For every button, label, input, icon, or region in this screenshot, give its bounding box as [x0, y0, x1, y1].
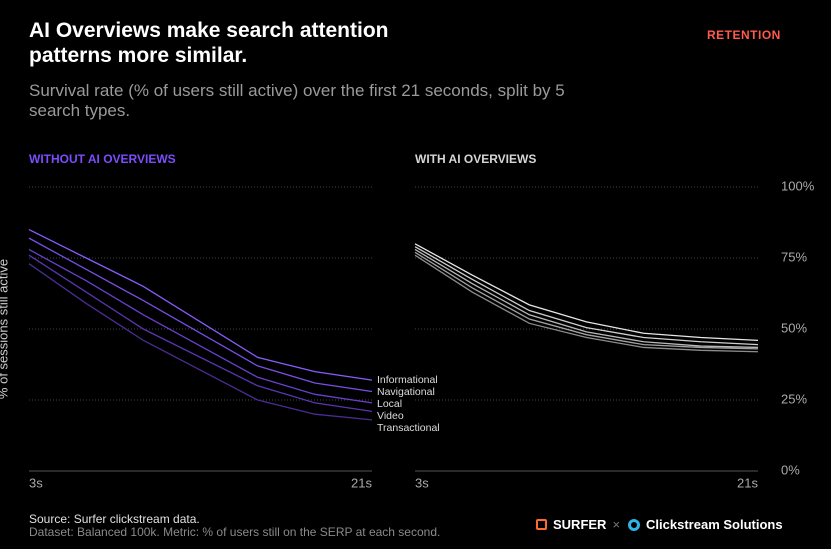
surfer-icon — [536, 519, 547, 530]
series-label: Transactional — [377, 422, 440, 434]
y-tick-label: 0% — [781, 462, 800, 477]
series-label: Local — [377, 398, 402, 410]
x-tick-label: 3s — [415, 475, 429, 490]
brands: SURFER × Clickstream Solutions — [536, 517, 783, 532]
series-line — [28, 237, 373, 393]
series-label: Video — [377, 410, 404, 422]
series-label: Navigational — [377, 386, 435, 398]
brand-surfer: SURFER — [553, 517, 607, 532]
page-title: AI Overviews make search attention patte… — [29, 19, 389, 67]
x-tick-label: 3s — [29, 475, 43, 490]
series-line — [414, 246, 759, 346]
y-axis-label: % of sessions still active — [0, 259, 10, 399]
series-line — [414, 254, 759, 353]
panel-title: WITHOUT AI OVERVIEWS — [29, 152, 176, 166]
brand-clickstream: Clickstream Solutions — [646, 517, 783, 532]
brand-separator: × — [612, 517, 621, 532]
series-line — [414, 251, 759, 350]
series-label: Informational — [377, 374, 438, 386]
page-subtitle: Survival rate (% of users still active) … — [29, 81, 565, 120]
x-tick-label: 21s — [351, 475, 372, 490]
clickstream-icon — [628, 518, 641, 531]
panel-title: WITH AI OVERVIEWS — [415, 152, 536, 166]
dataset-note: Dataset: Balanced 100k. Metric: % of use… — [29, 525, 441, 539]
series-line — [28, 254, 373, 413]
y-tick-label: 100% — [781, 178, 815, 193]
series-line — [414, 243, 759, 342]
series-line — [28, 263, 373, 421]
x-tick-label: 21s — [737, 475, 758, 490]
series-line — [28, 248, 373, 404]
source-note: Source: Surfer clickstream data. — [29, 512, 200, 526]
y-tick-label: 75% — [781, 249, 807, 264]
series-line — [28, 229, 373, 381]
section-tag: RETENTION — [707, 28, 781, 42]
y-tick-label: 25% — [781, 391, 807, 406]
series-line — [414, 248, 759, 349]
y-tick-label: 50% — [781, 320, 807, 335]
